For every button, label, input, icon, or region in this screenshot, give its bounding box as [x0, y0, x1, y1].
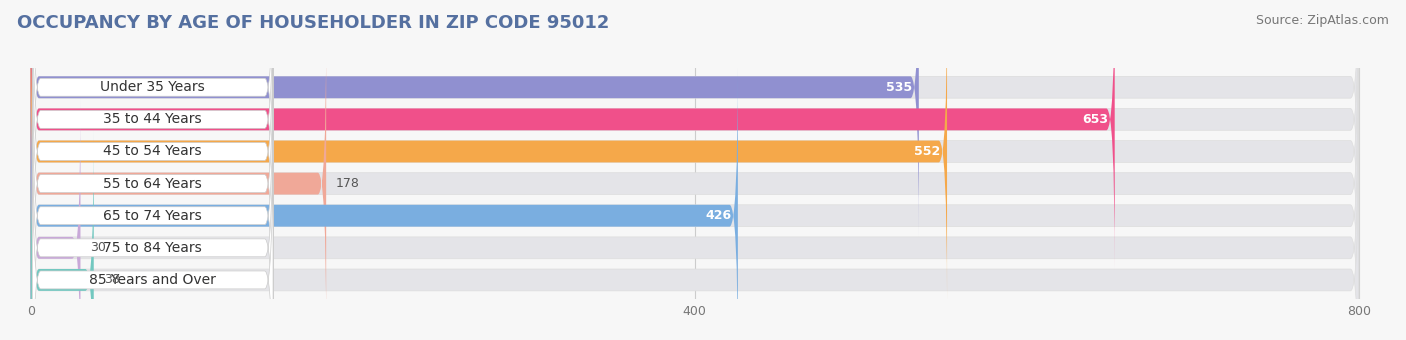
FancyBboxPatch shape: [32, 0, 273, 239]
FancyBboxPatch shape: [31, 0, 1358, 237]
FancyBboxPatch shape: [32, 32, 273, 335]
FancyBboxPatch shape: [31, 98, 1358, 340]
FancyBboxPatch shape: [31, 98, 80, 340]
FancyBboxPatch shape: [31, 66, 738, 340]
FancyBboxPatch shape: [31, 34, 326, 333]
FancyBboxPatch shape: [31, 34, 1358, 333]
Text: 653: 653: [1083, 113, 1108, 126]
FancyBboxPatch shape: [32, 0, 273, 271]
FancyBboxPatch shape: [31, 0, 1358, 269]
FancyBboxPatch shape: [32, 128, 273, 340]
FancyBboxPatch shape: [32, 64, 273, 340]
Text: 35 to 44 Years: 35 to 44 Years: [104, 113, 202, 126]
FancyBboxPatch shape: [31, 2, 948, 301]
Text: Source: ZipAtlas.com: Source: ZipAtlas.com: [1256, 14, 1389, 27]
Text: 38: 38: [104, 273, 120, 286]
Text: 552: 552: [914, 145, 941, 158]
FancyBboxPatch shape: [31, 130, 1358, 340]
Text: OCCUPANCY BY AGE OF HOUSEHOLDER IN ZIP CODE 95012: OCCUPANCY BY AGE OF HOUSEHOLDER IN ZIP C…: [17, 14, 609, 32]
Text: 45 to 54 Years: 45 to 54 Years: [104, 144, 202, 158]
Text: 65 to 74 Years: 65 to 74 Years: [103, 209, 202, 223]
Text: 535: 535: [886, 81, 912, 94]
FancyBboxPatch shape: [32, 96, 273, 340]
Text: 178: 178: [336, 177, 360, 190]
Text: Under 35 Years: Under 35 Years: [100, 80, 205, 94]
FancyBboxPatch shape: [31, 130, 94, 340]
FancyBboxPatch shape: [31, 0, 1115, 269]
Text: 426: 426: [704, 209, 731, 222]
Text: 75 to 84 Years: 75 to 84 Years: [103, 241, 202, 255]
Text: 55 to 64 Years: 55 to 64 Years: [103, 176, 202, 191]
FancyBboxPatch shape: [31, 2, 1358, 301]
FancyBboxPatch shape: [31, 0, 918, 237]
FancyBboxPatch shape: [31, 66, 1358, 340]
FancyBboxPatch shape: [32, 0, 273, 303]
Text: 30: 30: [90, 241, 107, 254]
Text: 85 Years and Over: 85 Years and Over: [89, 273, 217, 287]
